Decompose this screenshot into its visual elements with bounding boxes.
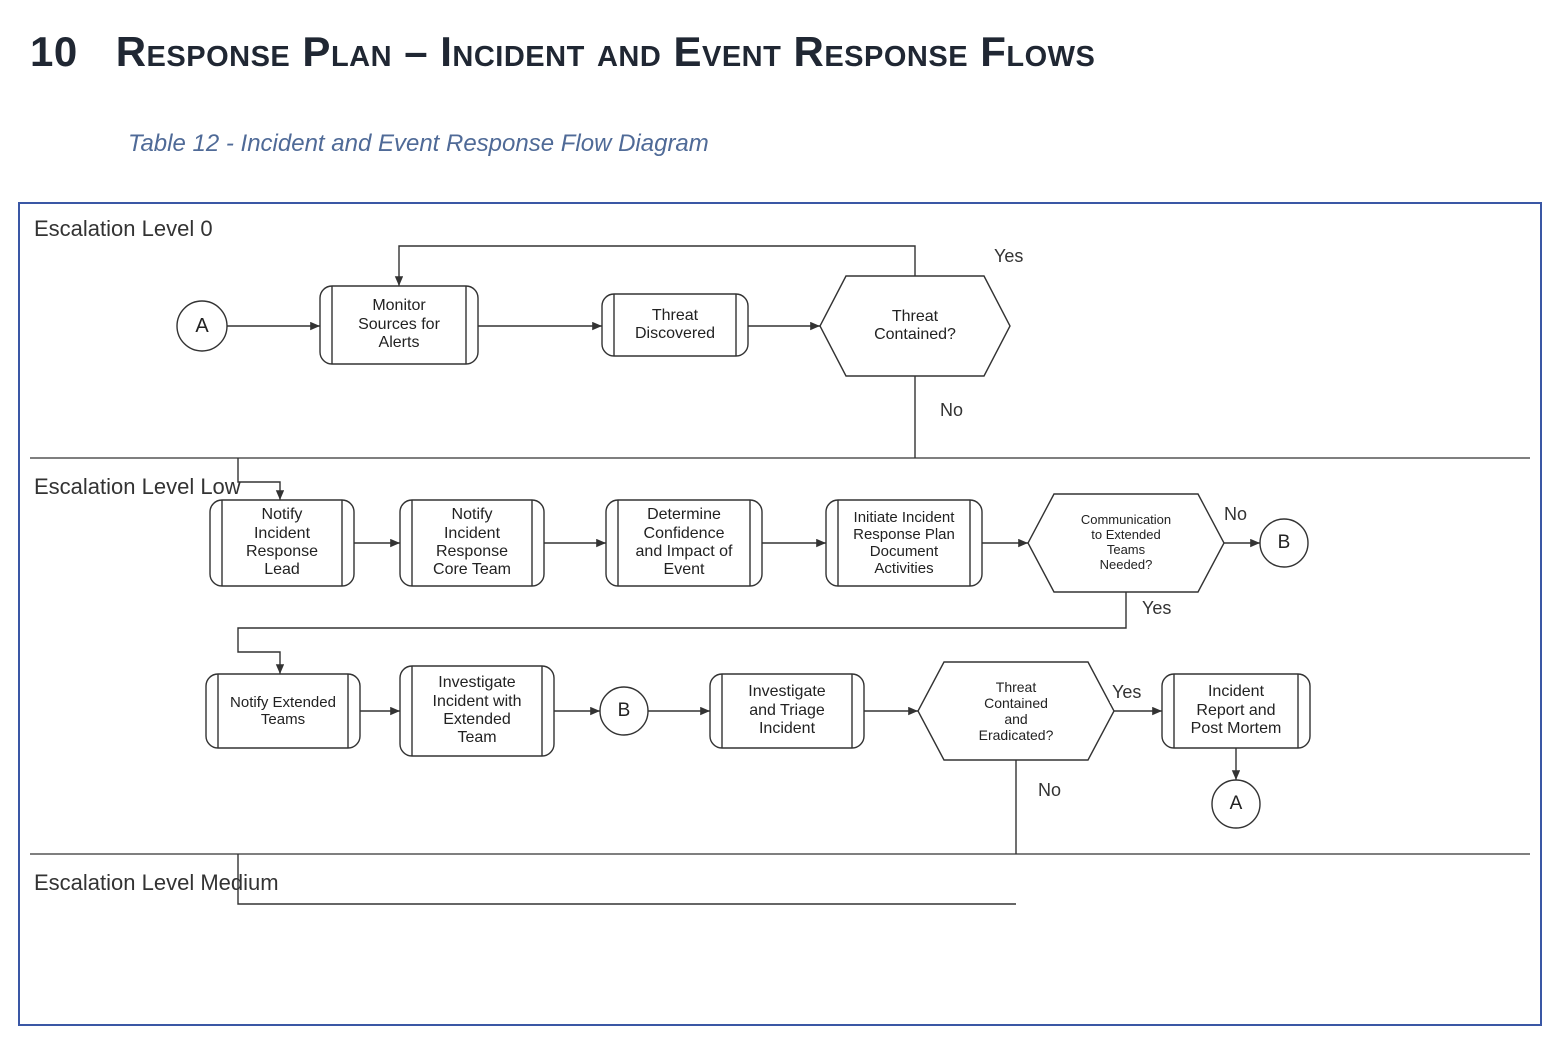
document-page: 10 Response Plan – Incident and Event Re…	[0, 0, 1560, 1046]
edge-19	[238, 854, 1016, 904]
node-monitor	[320, 286, 478, 364]
node-report	[1162, 674, 1310, 748]
figure-caption: Table 12 - Incident and Event Response F…	[128, 130, 1540, 158]
node-B1	[1260, 519, 1308, 567]
edge-5	[238, 458, 280, 500]
node-notExt	[206, 674, 360, 748]
node-notCore	[400, 500, 544, 586]
edge-label-4: No	[938, 400, 965, 421]
edge-label-11: Yes	[1140, 598, 1173, 619]
section-number: 10	[30, 28, 78, 76]
lane-label-laneLow: Escalation Level Low	[34, 474, 241, 500]
flowchart-svg	[20, 204, 1540, 1024]
node-A2	[1212, 780, 1260, 828]
node-invExt	[400, 666, 554, 756]
node-initIR	[826, 500, 982, 586]
lane-label-lane0: Escalation Level 0	[34, 216, 213, 242]
edge-label-18: No	[1036, 780, 1063, 801]
node-A1	[177, 301, 227, 351]
node-contQ1	[820, 276, 1010, 376]
node-invTri	[710, 674, 864, 748]
edge-label-16: Yes	[1110, 682, 1143, 703]
lane-label-laneMed: Escalation Level Medium	[34, 870, 279, 896]
node-B2	[600, 687, 648, 735]
node-commQ	[1028, 494, 1224, 592]
edge-label-3: Yes	[992, 246, 1025, 267]
section-title: Response Plan – Incident and Event Respo…	[116, 28, 1096, 76]
node-threatD	[602, 294, 748, 356]
edge-label-10: No	[1222, 504, 1249, 525]
node-contQ2	[918, 662, 1114, 760]
edge-3	[399, 246, 915, 286]
flowchart-container: Escalation Level 0 Escalation Level Low Es…	[18, 202, 1542, 1026]
section-heading: 10 Response Plan – Incident and Event Re…	[30, 28, 1540, 76]
node-notLead	[210, 500, 354, 586]
node-detConf	[606, 500, 762, 586]
